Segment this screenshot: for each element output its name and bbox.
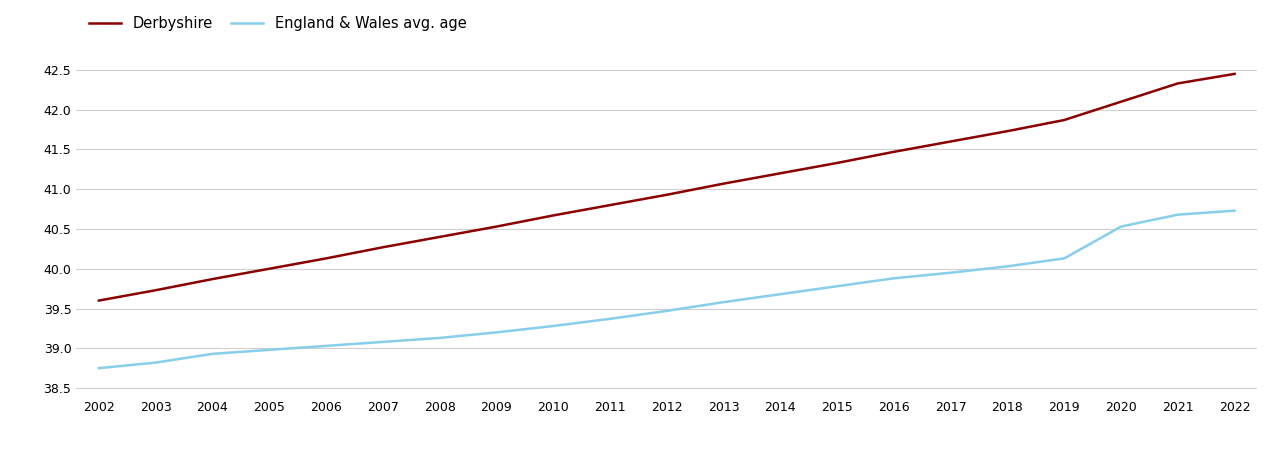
Derbyshire: [204, 276, 220, 282]
Derbyshire: [546, 213, 561, 218]
Line: England & Wales avg. age: England & Wales avg. age: [99, 211, 1234, 368]
England & Wales avg. age: [772, 292, 787, 297]
England & Wales avg. age: [1170, 212, 1185, 217]
Derbyshire: [91, 298, 107, 303]
Derbyshire: [432, 234, 447, 240]
England & Wales avg. age: [1227, 208, 1242, 213]
England & Wales avg. age: [659, 308, 674, 314]
Derbyshire: [659, 192, 674, 198]
England & Wales avg. age: [149, 360, 164, 365]
England & Wales avg. age: [944, 270, 959, 275]
England & Wales avg. age: [829, 284, 845, 289]
England & Wales avg. age: [375, 339, 390, 345]
Derbyshire: [602, 202, 617, 208]
England & Wales avg. age: [432, 335, 447, 341]
Derbyshire: [716, 181, 732, 186]
England & Wales avg. age: [489, 330, 504, 335]
England & Wales avg. age: [716, 299, 732, 305]
Derbyshire: [1227, 71, 1242, 76]
Derbyshire: [149, 288, 164, 293]
England & Wales avg. age: [1057, 256, 1072, 261]
Derbyshire: [375, 244, 390, 250]
Derbyshire: [944, 139, 959, 144]
England & Wales avg. age: [204, 351, 220, 356]
Derbyshire: [886, 149, 902, 154]
Derbyshire: [1114, 99, 1129, 104]
Derbyshire: [1057, 117, 1072, 123]
Derbyshire: [1170, 81, 1185, 86]
England & Wales avg. age: [262, 347, 277, 352]
Derbyshire: [262, 266, 277, 271]
Derbyshire: [829, 160, 845, 166]
England & Wales avg. age: [602, 316, 617, 322]
England & Wales avg. age: [319, 343, 334, 349]
Derbyshire: [319, 256, 334, 261]
Legend: Derbyshire, England & Wales avg. age: Derbyshire, England & Wales avg. age: [84, 10, 472, 36]
England & Wales avg. age: [1114, 224, 1129, 230]
England & Wales avg. age: [886, 275, 902, 281]
Derbyshire: [489, 224, 504, 230]
England & Wales avg. age: [999, 264, 1015, 269]
Line: Derbyshire: Derbyshire: [99, 74, 1234, 301]
Derbyshire: [772, 171, 787, 176]
England & Wales avg. age: [91, 365, 107, 371]
Derbyshire: [999, 128, 1015, 134]
England & Wales avg. age: [546, 323, 561, 328]
